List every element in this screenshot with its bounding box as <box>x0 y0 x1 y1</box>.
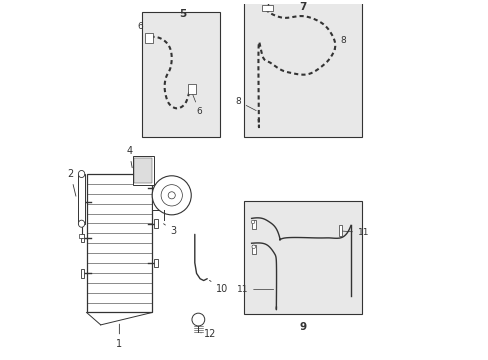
Text: 8: 8 <box>334 36 346 50</box>
Bar <box>132 156 154 185</box>
Ellipse shape <box>78 171 84 177</box>
Text: 9: 9 <box>299 322 306 332</box>
Text: 11: 11 <box>341 228 369 237</box>
Bar <box>154 258 158 267</box>
Text: 8: 8 <box>235 97 256 111</box>
Circle shape <box>168 192 175 199</box>
Bar <box>81 234 84 242</box>
Ellipse shape <box>78 220 84 227</box>
Bar <box>145 33 153 43</box>
FancyBboxPatch shape <box>244 201 361 314</box>
Bar <box>187 84 195 94</box>
Text: 6: 6 <box>137 22 149 38</box>
Text: 12: 12 <box>203 329 216 339</box>
Bar <box>154 220 158 228</box>
Bar <box>81 269 84 278</box>
Bar <box>78 174 84 224</box>
Text: 1: 1 <box>116 324 122 350</box>
Text: 4: 4 <box>126 146 132 168</box>
Bar <box>79 234 84 238</box>
Bar <box>81 198 84 207</box>
Text: 10: 10 <box>209 280 228 294</box>
Bar <box>154 184 158 193</box>
Text: 3: 3 <box>163 224 176 236</box>
Circle shape <box>251 245 255 248</box>
FancyBboxPatch shape <box>244 2 361 137</box>
Bar <box>251 245 255 254</box>
Circle shape <box>161 185 182 206</box>
Bar <box>262 5 272 11</box>
Circle shape <box>251 220 254 224</box>
Text: 5: 5 <box>179 9 185 19</box>
Circle shape <box>152 176 191 215</box>
Circle shape <box>192 313 204 326</box>
Bar <box>86 174 152 312</box>
Bar <box>152 190 175 210</box>
Text: 6: 6 <box>192 93 202 116</box>
Bar <box>251 220 255 229</box>
Text: 2: 2 <box>67 169 76 196</box>
Text: 7: 7 <box>299 2 306 12</box>
Text: 11: 11 <box>236 285 273 294</box>
FancyBboxPatch shape <box>141 13 219 137</box>
Bar <box>134 158 152 183</box>
Bar <box>338 225 342 236</box>
